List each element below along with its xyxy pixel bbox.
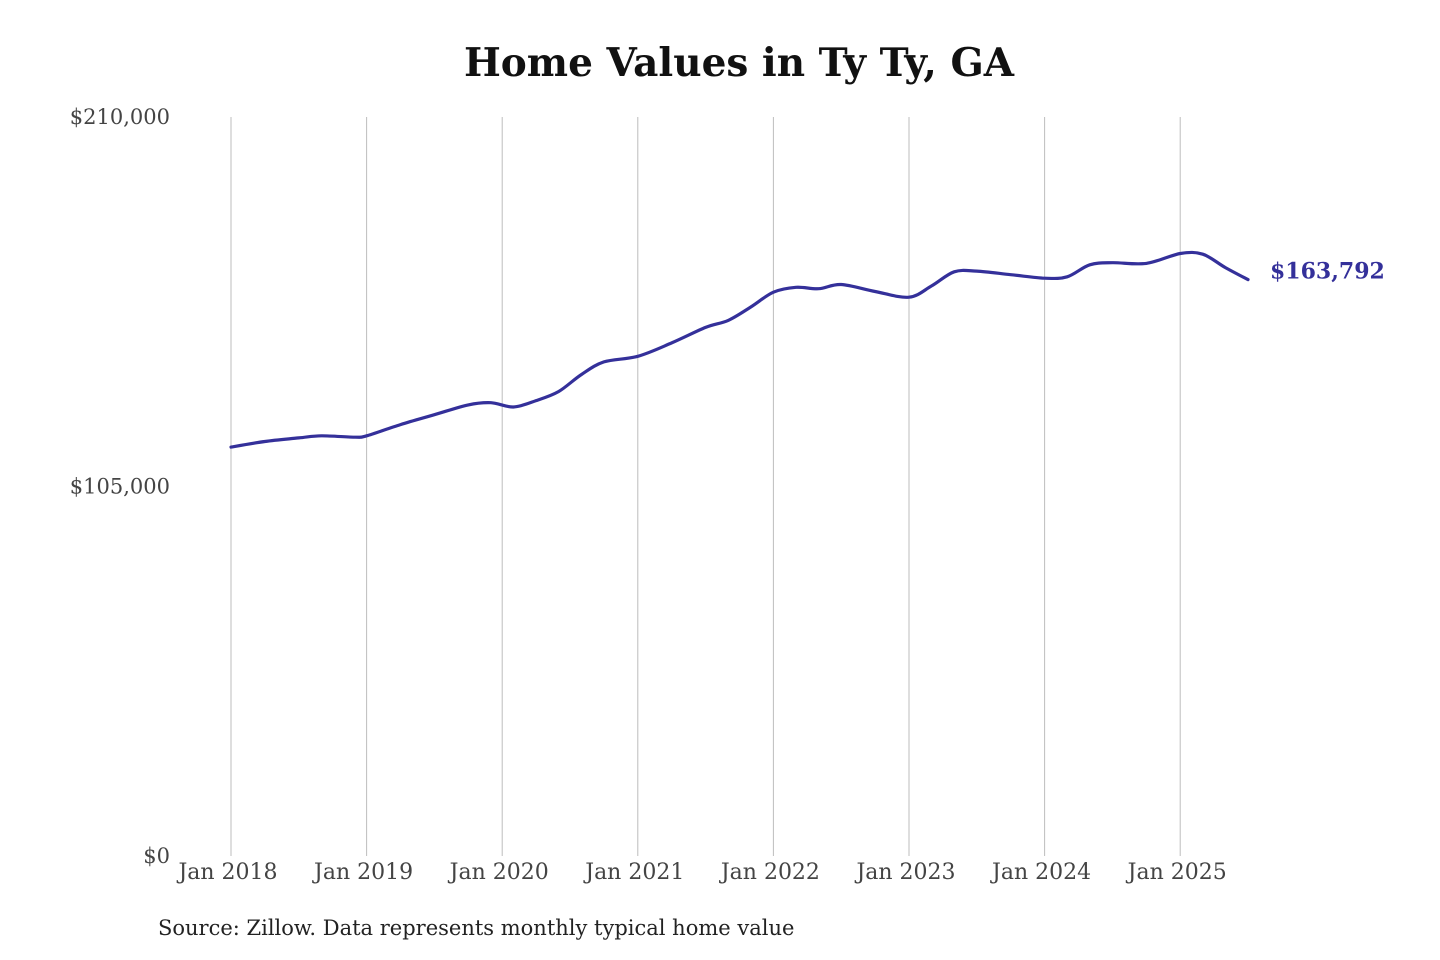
x-tick-label: Jan 2025	[1126, 860, 1227, 885]
y-axis-tick-labels: $0 $105,000 $210,000	[70, 105, 170, 868]
x-axis-tick-labels: Jan 2018 Jan 2019 Jan 2020 Jan 2021 Jan 2022…	[176, 860, 1226, 885]
latest-value-label: $163,792	[1270, 259, 1385, 285]
x-tick-label: Jan 2022	[719, 860, 820, 885]
y-tick-label: $210,000	[70, 105, 170, 129]
x-tick-label: Jan 2023	[854, 860, 955, 885]
x-tick-label: Jan 2019	[312, 860, 413, 885]
y-tick-label: $0	[143, 844, 170, 868]
y-tick-label: $105,000	[70, 475, 170, 499]
x-tick-label: Jan 2021	[583, 860, 684, 885]
chart-title: Home Values in Ty Ty, GA	[463, 40, 1015, 86]
vertical-gridlines	[230, 117, 1181, 856]
x-tick-label: Jan 2018	[176, 860, 277, 885]
x-tick-label: Jan 2024	[990, 860, 1091, 885]
home-value-series-line	[229, 250, 1250, 449]
source-note: Source: Zillow. Data represents monthly …	[158, 916, 795, 940]
x-tick-label: Jan 2020	[448, 860, 549, 885]
